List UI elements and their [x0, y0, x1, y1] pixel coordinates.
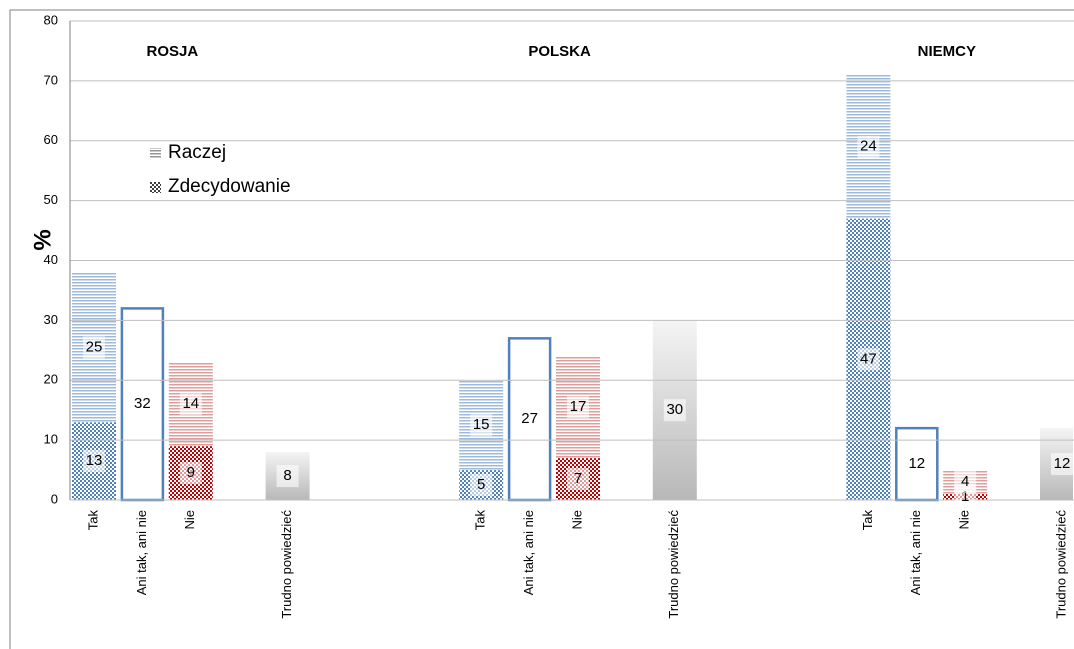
- value-label-bg: [179, 393, 202, 416]
- legend-label: Zdecydowanie: [168, 176, 291, 197]
- y-tick-label: 20: [44, 372, 58, 387]
- x-tick-label: Nie: [957, 510, 972, 530]
- x-tick-label: Tak: [860, 510, 875, 531]
- value-label-bg: [470, 414, 493, 437]
- value-label: 1: [961, 488, 969, 505]
- value-label-bg: [83, 450, 105, 473]
- value-label-bg: [857, 135, 880, 158]
- value-label-bg: [1051, 453, 1073, 476]
- y-tick-label: 60: [44, 132, 58, 147]
- value-label: 32: [134, 395, 151, 412]
- value-label-bg: [131, 393, 154, 416]
- value-label-bg: [179, 462, 202, 485]
- x-tick-label: Trudno powiedzieć: [666, 510, 681, 619]
- group-title: POLSKA: [528, 43, 591, 60]
- value-label-bg: [567, 468, 589, 491]
- value-label: 4: [961, 473, 969, 490]
- x-tick-label: Trudno powiedzieć: [279, 510, 294, 619]
- legend-label: Raczej: [168, 142, 226, 163]
- value-label-bg: [663, 399, 686, 422]
- value-label: 12: [908, 455, 925, 472]
- value-label: 7: [574, 470, 582, 487]
- value-label-bg: [276, 465, 299, 488]
- x-tick-label: Nie: [569, 510, 584, 530]
- value-label-bg: [567, 396, 589, 419]
- legend-swatch: [150, 182, 161, 193]
- x-tick-label: Tak: [473, 510, 488, 531]
- value-label: 25: [86, 338, 103, 355]
- group-title: NIEMCY: [918, 43, 976, 60]
- y-tick-label: 10: [44, 432, 58, 447]
- y-tick-label: 0: [51, 491, 58, 506]
- frame: [9, 9, 1074, 649]
- y-axis-label: %: [29, 229, 56, 250]
- y-tick-label: 40: [44, 252, 58, 267]
- value-label: 47: [860, 350, 877, 367]
- x-tick-label: Tak: [85, 510, 100, 531]
- value-label-bg: [857, 348, 880, 371]
- y-tick-label: 80: [44, 12, 58, 27]
- group-title: ROSJA: [147, 43, 199, 60]
- y-tick-label: 50: [44, 192, 58, 207]
- value-label: 30: [666, 401, 683, 418]
- value-label: 9: [187, 464, 195, 481]
- value-label: 15: [473, 416, 490, 433]
- value-label: 5: [477, 476, 485, 493]
- value-label-bg: [518, 408, 541, 431]
- x-tick-label: Nie: [182, 510, 197, 530]
- value-label: 8: [283, 467, 291, 484]
- value-label-bg: [83, 336, 105, 359]
- y-tick-label: 70: [44, 72, 58, 87]
- value-label-bg: [470, 474, 493, 497]
- y-tick-label: 30: [44, 312, 58, 327]
- value-label-bg: [954, 471, 977, 494]
- x-tick-label: Trudno powiedzieć: [1053, 510, 1068, 619]
- x-tick-label: Ani tak, ani nie: [134, 510, 149, 595]
- x-tick-label: Ani tak, ani nie: [908, 510, 923, 595]
- value-label: 17: [570, 398, 587, 415]
- legend-swatch: [150, 148, 161, 159]
- value-label: 14: [182, 395, 199, 412]
- value-label-bg: [905, 453, 928, 476]
- value-label: 24: [860, 138, 877, 155]
- value-label: 13: [86, 452, 103, 469]
- plot: [72, 74, 1073, 502]
- x-tick-label: Ani tak, ani nie: [521, 510, 536, 595]
- value-label: 27: [521, 410, 538, 427]
- value-label: 12: [1054, 455, 1071, 472]
